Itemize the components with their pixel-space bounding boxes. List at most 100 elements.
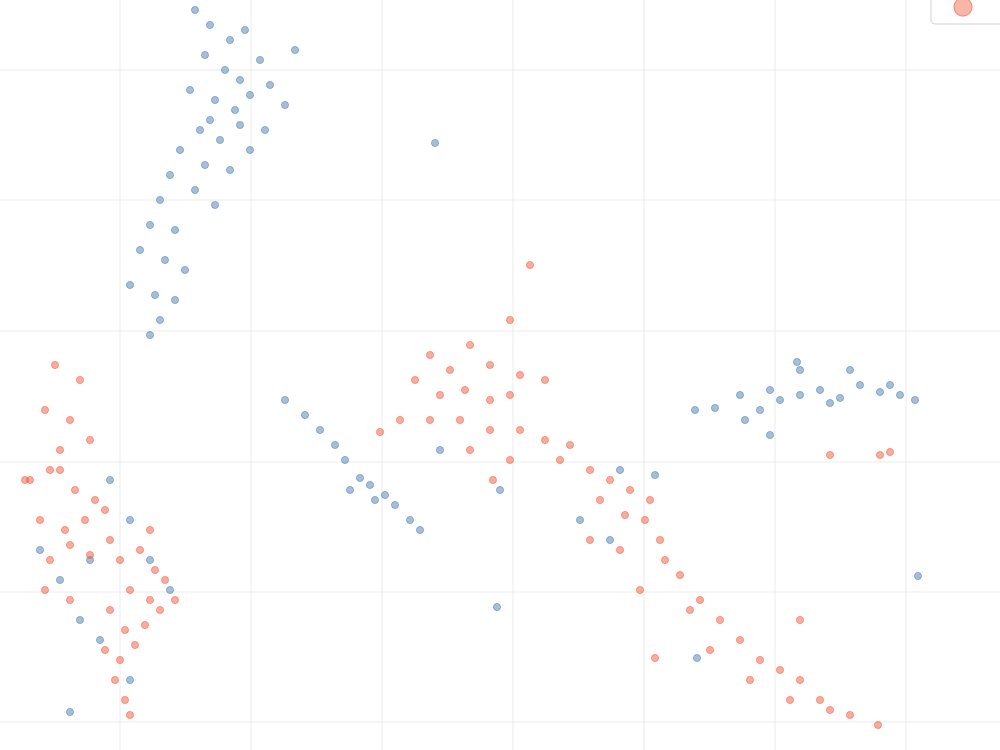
point	[716, 616, 724, 624]
point	[246, 146, 254, 154]
point	[641, 516, 649, 524]
point	[366, 481, 374, 489]
point	[646, 496, 654, 504]
point	[41, 586, 49, 594]
point	[586, 466, 594, 474]
point	[436, 391, 444, 399]
point	[256, 56, 264, 64]
point	[656, 536, 664, 544]
point	[896, 391, 904, 399]
point	[486, 361, 494, 369]
point	[693, 654, 701, 662]
legend-swatch	[953, 0, 973, 17]
point	[66, 596, 74, 604]
point	[181, 266, 189, 274]
point	[556, 456, 564, 464]
point	[21, 476, 29, 484]
point	[626, 486, 634, 494]
point	[691, 406, 699, 414]
point	[301, 411, 309, 419]
point	[461, 386, 469, 394]
point	[506, 391, 514, 399]
point	[886, 381, 894, 389]
points	[21, 6, 922, 729]
point	[101, 506, 109, 514]
point	[291, 46, 299, 54]
point	[86, 436, 94, 444]
point	[231, 106, 239, 114]
point	[196, 126, 204, 134]
point	[121, 626, 129, 634]
point	[156, 606, 164, 614]
point	[261, 126, 269, 134]
point	[846, 711, 854, 719]
point	[651, 654, 659, 662]
point	[396, 416, 404, 424]
point	[426, 351, 434, 359]
point	[741, 416, 749, 424]
point	[711, 404, 719, 412]
point	[126, 676, 134, 684]
point	[76, 376, 84, 384]
point	[406, 516, 414, 524]
point	[281, 101, 289, 109]
point	[566, 441, 574, 449]
point	[246, 91, 254, 99]
point	[876, 388, 884, 396]
point	[46, 556, 54, 564]
point	[116, 556, 124, 564]
point	[41, 406, 49, 414]
point	[151, 566, 159, 574]
point	[211, 201, 219, 209]
point	[191, 6, 199, 14]
point	[201, 51, 209, 59]
point	[776, 396, 784, 404]
point	[211, 96, 219, 104]
point	[886, 448, 894, 456]
point	[493, 603, 501, 611]
point	[756, 656, 764, 664]
point	[766, 431, 774, 439]
point	[156, 316, 164, 324]
point	[874, 721, 882, 729]
point	[826, 706, 834, 714]
point	[91, 496, 99, 504]
point	[856, 381, 864, 389]
point	[96, 636, 104, 644]
point	[61, 526, 69, 534]
point	[911, 396, 919, 404]
point	[121, 696, 129, 704]
point	[816, 386, 824, 394]
point	[696, 596, 704, 604]
point	[236, 76, 244, 84]
point	[846, 366, 854, 374]
point	[126, 586, 134, 594]
point	[141, 621, 149, 629]
point	[106, 606, 114, 614]
point	[796, 391, 804, 399]
point	[236, 121, 244, 129]
point	[706, 646, 714, 654]
point	[486, 396, 494, 404]
point	[36, 546, 44, 554]
point	[331, 441, 339, 449]
point	[56, 446, 64, 454]
point	[381, 491, 389, 499]
point	[651, 471, 659, 479]
point	[489, 476, 497, 484]
point	[371, 496, 379, 504]
point	[466, 446, 474, 454]
point	[736, 391, 744, 399]
point	[816, 696, 824, 704]
point	[616, 546, 624, 554]
point	[496, 486, 504, 494]
point	[216, 136, 224, 144]
legend	[930, 0, 1000, 25]
point	[516, 371, 524, 379]
point	[541, 436, 549, 444]
point	[516, 426, 524, 434]
point	[606, 476, 614, 484]
point	[431, 139, 439, 147]
point	[436, 446, 444, 454]
